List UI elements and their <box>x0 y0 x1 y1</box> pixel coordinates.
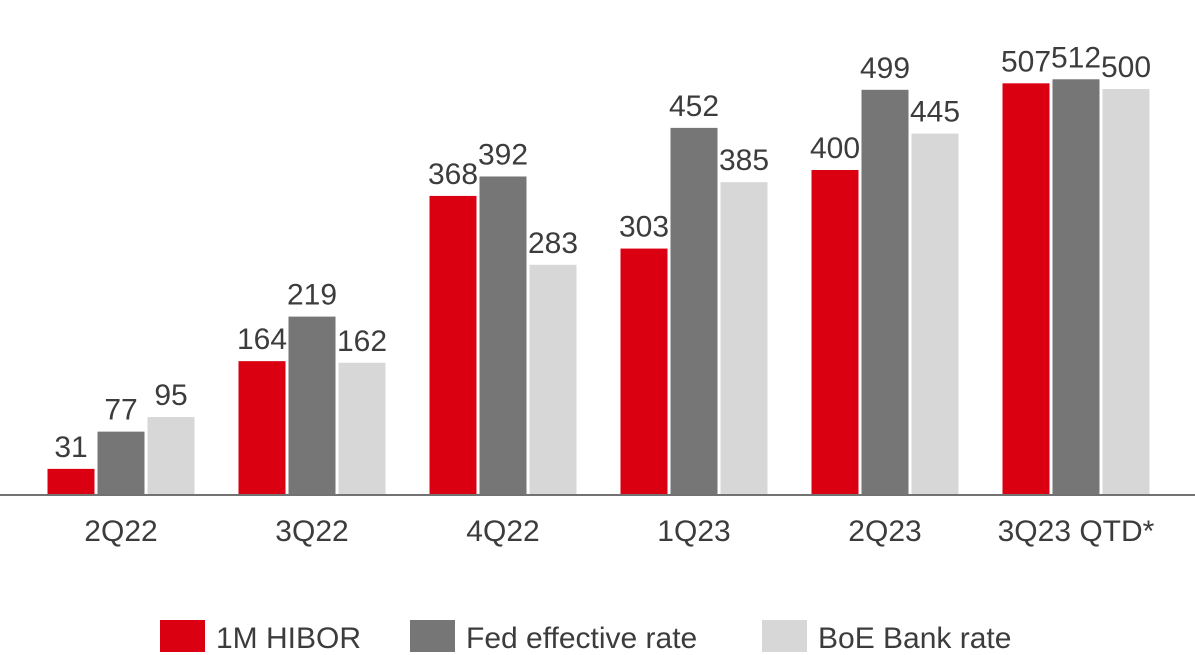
bar <box>338 362 386 494</box>
value-label: 452 <box>669 90 719 123</box>
bar <box>1102 89 1150 494</box>
legend-label: 1M HIBOR <box>216 622 361 655</box>
bar <box>811 170 859 494</box>
x-tick-label: 3Q22 <box>275 515 348 548</box>
bar <box>147 417 195 494</box>
x-tick-label: 4Q22 <box>466 515 539 548</box>
value-label: 303 <box>619 211 669 244</box>
legend-swatch <box>160 620 205 652</box>
x-tick-label: 2Q23 <box>848 515 921 548</box>
bar <box>670 127 718 494</box>
bar <box>47 468 95 494</box>
legend-swatch <box>410 620 455 652</box>
value-label: 77 <box>104 394 137 427</box>
bar <box>429 195 477 495</box>
bar <box>911 133 959 495</box>
legend-swatch <box>762 620 807 652</box>
value-label: 164 <box>237 323 287 356</box>
value-label: 31 <box>54 431 87 464</box>
bar <box>861 89 909 494</box>
value-label: 283 <box>528 227 578 260</box>
x-tick-label: 2Q22 <box>84 515 157 548</box>
value-label: 445 <box>910 96 960 129</box>
bar <box>97 431 145 494</box>
bar <box>288 316 336 494</box>
value-label: 507 <box>1001 45 1051 78</box>
legend-label: BoE Bank rate <box>818 622 1011 655</box>
value-label: 162 <box>337 325 387 358</box>
bar <box>620 248 668 494</box>
value-label: 500 <box>1101 51 1151 84</box>
bar <box>1052 79 1100 494</box>
value-label: 385 <box>719 144 769 177</box>
bar <box>1002 83 1050 494</box>
legend-label: Fed effective rate <box>466 622 697 655</box>
bar <box>529 264 577 494</box>
bar <box>479 176 527 495</box>
value-label: 512 <box>1051 41 1101 74</box>
bar <box>238 361 286 494</box>
value-label: 392 <box>478 138 528 171</box>
x-tick-label: 3Q23 QTD* <box>998 515 1155 548</box>
x-tick-label: 1Q23 <box>657 515 730 548</box>
value-label: 499 <box>860 52 910 85</box>
value-label: 368 <box>428 158 478 191</box>
value-label: 400 <box>810 132 860 165</box>
bar <box>720 182 768 494</box>
value-label: 219 <box>287 279 337 312</box>
value-label: 95 <box>154 379 187 412</box>
